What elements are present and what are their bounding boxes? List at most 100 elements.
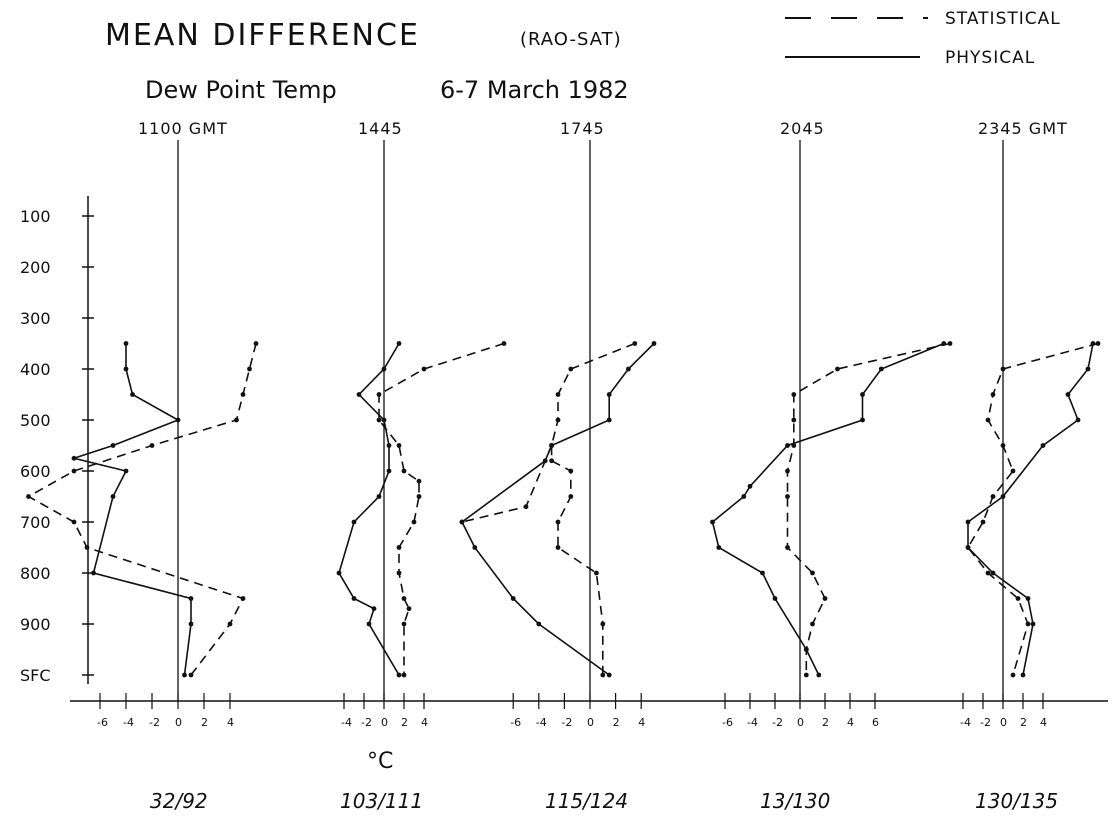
statistical-point xyxy=(594,570,599,576)
physical-point xyxy=(606,672,612,678)
series-statistical-line xyxy=(550,342,636,675)
x-tick-label: 4 xyxy=(421,716,428,729)
y-tick-label: 300 xyxy=(20,309,51,328)
chart-date: 6-7 March 1982 xyxy=(440,76,629,104)
statistical-point xyxy=(990,392,996,397)
statistical-point xyxy=(401,672,407,678)
statistical-point xyxy=(26,494,31,499)
chart-subtitle: Dew Point Temp xyxy=(145,76,337,104)
statistical-point xyxy=(1025,621,1031,627)
y-tick-label: 200 xyxy=(20,258,51,277)
statistical-point xyxy=(71,468,77,474)
statistical-point xyxy=(835,366,840,372)
statistical-point xyxy=(555,519,561,525)
statistical-point xyxy=(555,545,561,550)
physical-point xyxy=(351,519,357,525)
x-tick-label: -4 xyxy=(536,716,547,729)
physical-point xyxy=(651,341,657,346)
physical-point xyxy=(860,392,865,397)
physical-point xyxy=(741,494,747,499)
physical-point xyxy=(816,672,822,678)
physical-point xyxy=(1040,443,1046,448)
panel-title: 2345 GMT xyxy=(978,119,1068,138)
panel-title: 1445 xyxy=(358,119,403,138)
physical-point xyxy=(130,392,135,397)
statistical-point xyxy=(791,392,797,397)
statistical-point xyxy=(376,392,382,397)
physical-point xyxy=(472,545,478,550)
physical-point xyxy=(878,366,884,372)
legend-physical-label: PHYSICAL xyxy=(945,48,1035,68)
physical-point xyxy=(123,341,129,346)
statistical-point xyxy=(791,417,797,423)
statistical-point xyxy=(459,519,465,525)
physical-point xyxy=(1065,392,1071,397)
statistical-point xyxy=(240,392,246,397)
statistical-point xyxy=(253,341,259,346)
x-tick-label: -2 xyxy=(772,716,783,729)
x-axis-unit-label: °C xyxy=(367,749,393,774)
physical-point xyxy=(716,545,722,550)
statistical-point xyxy=(1000,443,1006,448)
statistical-point xyxy=(1000,366,1006,372)
panel-0: 1100 GMT -6 -4 -2 0 2 4 32/92 xyxy=(26,119,259,813)
physical-point xyxy=(965,519,971,525)
statistical-point xyxy=(1015,596,1021,601)
y-axis: 100 200 300 400 500 600 700 800 900 SFC xyxy=(20,196,94,685)
statistical-point xyxy=(803,672,809,678)
statistical-point xyxy=(568,468,574,474)
x-tick-label: -4 xyxy=(747,716,758,729)
series-physical-line xyxy=(71,343,192,676)
physical-point xyxy=(336,570,342,576)
statistical-point xyxy=(396,570,402,576)
x-tick-label: -6 xyxy=(722,716,733,729)
statistical-point xyxy=(549,458,554,464)
panel-title: 1745 xyxy=(560,119,605,138)
physical-point xyxy=(175,417,181,423)
y-tick-label: SFC xyxy=(20,666,51,685)
x-tick-label: 2 xyxy=(401,716,408,729)
statistical-point xyxy=(990,494,996,499)
x-tick-label: 2 xyxy=(613,716,620,729)
statistical-point xyxy=(406,606,412,612)
panel-1: 1445 -4 -2 0 2 4 103/111 xyxy=(336,119,507,813)
statistical-point xyxy=(568,366,574,372)
y-tick-label: 600 xyxy=(20,462,51,481)
statistical-point xyxy=(785,468,790,474)
statistical-point xyxy=(803,647,809,652)
statistical-point xyxy=(1010,468,1016,474)
statistical-point xyxy=(396,545,402,550)
physical-point xyxy=(606,417,612,423)
statistical-point xyxy=(227,621,233,627)
physical-point xyxy=(371,606,377,612)
statistical-point xyxy=(234,417,239,423)
statistical-point xyxy=(985,570,991,576)
physical-point xyxy=(1025,596,1031,601)
statistical-point xyxy=(411,519,417,525)
y-tick-label: 400 xyxy=(20,360,51,379)
physical-point xyxy=(710,519,715,525)
x-tick-label: -2 xyxy=(149,716,160,729)
series-physical-line xyxy=(967,343,1094,676)
statistical-point xyxy=(188,672,194,678)
x-tick-label: -6 xyxy=(510,716,521,729)
statistical-point xyxy=(785,545,790,550)
physical-point xyxy=(188,621,194,627)
physical-point xyxy=(188,596,194,601)
statistical-point xyxy=(401,468,407,474)
physical-point xyxy=(182,672,187,678)
physical-point xyxy=(1075,417,1081,423)
x-tick-label: 2 xyxy=(822,716,829,729)
panel-sample-count: 115/124 xyxy=(545,789,628,813)
physical-point xyxy=(990,570,996,576)
y-tick-label: 700 xyxy=(20,513,51,532)
x-tick-label: 2 xyxy=(1020,716,1027,729)
statistical-point xyxy=(84,545,90,550)
statistical-point xyxy=(416,478,422,484)
physical-point xyxy=(1030,621,1036,627)
statistical-point xyxy=(71,519,77,525)
x-tick-label: 0 xyxy=(1000,716,1007,729)
panel-2: 1745 -6 -4 -2 0 2 4 115/124 xyxy=(459,119,657,813)
statistical-point xyxy=(785,494,790,499)
physical-point xyxy=(381,417,387,423)
